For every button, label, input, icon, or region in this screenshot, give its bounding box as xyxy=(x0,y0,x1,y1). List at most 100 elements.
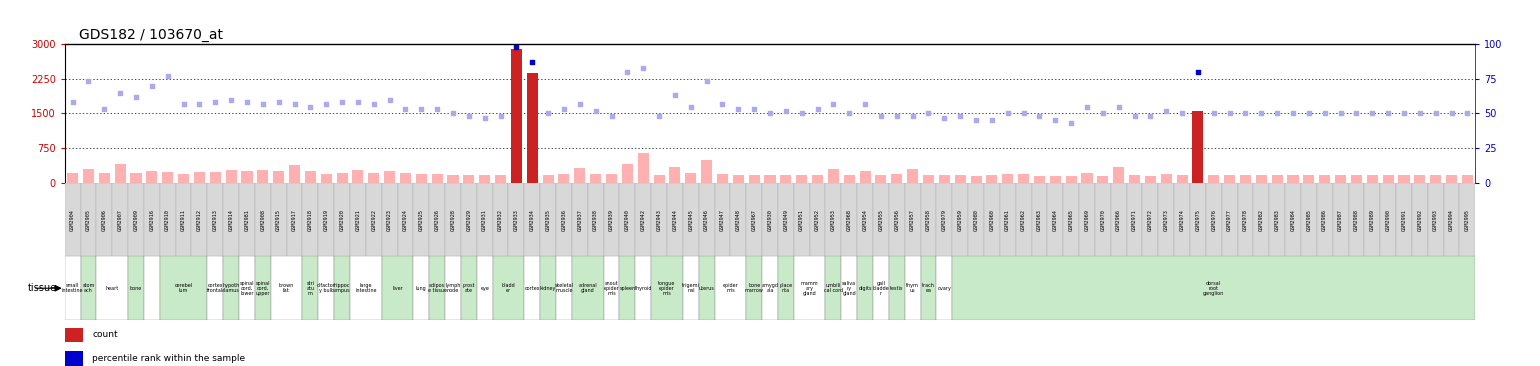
Bar xyxy=(1320,175,1331,183)
Bar xyxy=(986,175,998,183)
Text: count: count xyxy=(92,330,119,339)
Text: GSM2982: GSM2982 xyxy=(1258,209,1264,231)
Text: GSM2917: GSM2917 xyxy=(293,209,297,231)
Bar xyxy=(494,175,507,183)
Point xyxy=(1012,111,1036,116)
Text: bone: bone xyxy=(129,286,142,291)
Point xyxy=(330,100,354,105)
Text: GSM2923: GSM2923 xyxy=(387,209,393,231)
Bar xyxy=(445,256,460,320)
Bar xyxy=(131,173,142,183)
Text: adrenal
gland: adrenal gland xyxy=(579,283,598,293)
Bar xyxy=(762,256,778,320)
Bar xyxy=(619,183,636,256)
Text: GSM2993: GSM2993 xyxy=(1434,209,1438,231)
Bar xyxy=(701,160,711,183)
Text: hippoc
ampus: hippoc ampus xyxy=(334,283,351,293)
Bar xyxy=(368,173,379,183)
Point xyxy=(662,93,687,98)
Bar xyxy=(1206,183,1221,256)
Bar xyxy=(1113,167,1124,183)
Point xyxy=(725,107,750,112)
Text: GSM2935: GSM2935 xyxy=(545,209,551,231)
Point xyxy=(536,111,561,116)
Text: mamm
ary
gland: mamm ary gland xyxy=(801,281,818,296)
Text: GSM2992: GSM2992 xyxy=(1417,209,1423,231)
Point xyxy=(473,115,497,120)
Bar xyxy=(651,256,682,320)
Point xyxy=(710,101,735,107)
Bar xyxy=(892,174,902,183)
Point xyxy=(1312,111,1337,116)
Bar xyxy=(1173,183,1190,256)
Bar xyxy=(208,183,223,256)
Text: lymph
node: lymph node xyxy=(445,283,460,293)
Bar xyxy=(636,256,651,320)
Text: lung: lung xyxy=(416,286,427,291)
Text: thyroid: thyroid xyxy=(634,286,651,291)
Bar xyxy=(1380,183,1397,256)
Point xyxy=(1392,111,1417,116)
Bar xyxy=(685,173,696,183)
Bar xyxy=(955,175,966,183)
Text: tongue
epider
mis: tongue epider mis xyxy=(658,281,676,296)
Point xyxy=(1344,111,1369,116)
Text: GSM2945: GSM2945 xyxy=(688,209,693,231)
Text: GSM2961: GSM2961 xyxy=(1006,209,1010,231)
Point xyxy=(773,108,798,113)
Bar xyxy=(636,183,651,256)
Bar xyxy=(527,73,537,183)
Point xyxy=(345,100,370,105)
Text: GSM2965: GSM2965 xyxy=(1069,209,1073,231)
Text: GSM2921: GSM2921 xyxy=(356,209,360,231)
Bar xyxy=(1287,175,1298,183)
Bar xyxy=(622,164,633,183)
Bar xyxy=(715,256,747,320)
Text: GSM2964: GSM2964 xyxy=(1053,209,1058,231)
Bar xyxy=(559,174,570,183)
Bar xyxy=(242,171,253,183)
Bar xyxy=(1412,183,1428,256)
Bar xyxy=(1161,175,1172,183)
Bar xyxy=(146,171,157,183)
Text: GSM2951: GSM2951 xyxy=(799,209,804,231)
Text: GSM2995: GSM2995 xyxy=(1465,209,1469,231)
Text: GSM2954: GSM2954 xyxy=(862,209,867,231)
Bar xyxy=(128,183,143,256)
Text: large
intestine: large intestine xyxy=(356,283,377,293)
Bar xyxy=(829,169,839,183)
Bar xyxy=(114,164,126,183)
Bar xyxy=(844,175,855,183)
Text: GDS182 / 103670_at: GDS182 / 103670_at xyxy=(79,27,223,41)
Bar xyxy=(556,256,571,320)
Text: GSM2911: GSM2911 xyxy=(182,209,186,231)
Bar xyxy=(162,172,174,183)
Point xyxy=(1408,111,1432,116)
Text: brown
fat: brown fat xyxy=(279,283,294,293)
Bar xyxy=(1254,183,1269,256)
Text: trigemi
nal: trigemi nal xyxy=(682,283,699,293)
Bar xyxy=(1428,183,1443,256)
Bar xyxy=(382,256,413,320)
Point xyxy=(123,94,148,100)
Bar xyxy=(143,183,160,256)
Bar xyxy=(460,183,477,256)
Bar xyxy=(605,174,618,183)
Bar xyxy=(257,171,268,183)
Bar xyxy=(305,171,316,183)
Point xyxy=(234,100,259,105)
Bar xyxy=(778,183,793,256)
Bar xyxy=(430,256,445,320)
Bar xyxy=(1081,173,1092,183)
Text: uterus: uterus xyxy=(699,286,715,291)
Bar xyxy=(160,183,176,256)
Bar xyxy=(922,175,935,183)
Point xyxy=(1027,113,1052,119)
Bar xyxy=(1398,175,1409,183)
Point xyxy=(425,107,450,112)
Bar xyxy=(68,173,79,183)
Point xyxy=(140,83,165,89)
Text: ovary: ovary xyxy=(938,286,952,291)
Text: GSM2947: GSM2947 xyxy=(721,209,725,231)
Point xyxy=(1123,113,1147,119)
